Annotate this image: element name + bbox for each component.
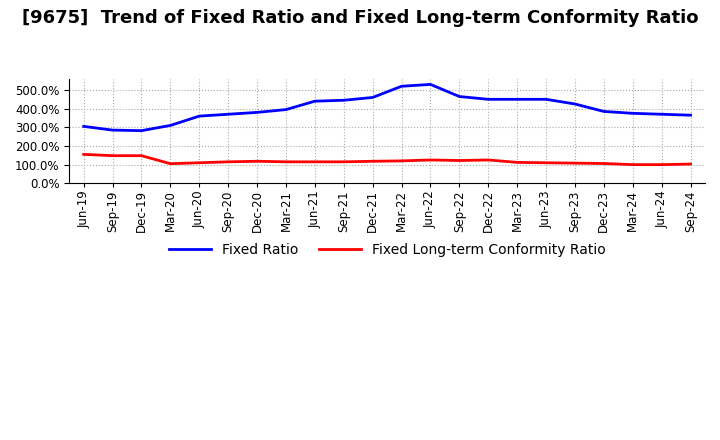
Fixed Ratio: [657, 112, 666, 117]
Fixed Ratio: [310, 99, 319, 104]
Text: [9675]  Trend of Fixed Ratio and Fixed Long-term Conformity Ratio: [9675] Trend of Fixed Ratio and Fixed Lo…: [22, 9, 698, 27]
Fixed Ratio: [282, 107, 290, 112]
Fixed Ratio: [686, 113, 695, 118]
Fixed Ratio: [426, 82, 435, 87]
Fixed Ratio: [224, 112, 233, 117]
Fixed Ratio: [600, 109, 608, 114]
Fixed Ratio: [137, 128, 145, 133]
Fixed Long-term Conformity Ratio: [600, 161, 608, 166]
Fixed Long-term Conformity Ratio: [397, 158, 406, 164]
Fixed Ratio: [571, 101, 580, 106]
Fixed Ratio: [339, 98, 348, 103]
Fixed Ratio: [369, 95, 377, 100]
Fixed Long-term Conformity Ratio: [137, 153, 145, 158]
Fixed Long-term Conformity Ratio: [455, 158, 464, 163]
Fixed Long-term Conformity Ratio: [657, 162, 666, 167]
Fixed Long-term Conformity Ratio: [484, 158, 492, 163]
Fixed Long-term Conformity Ratio: [369, 159, 377, 164]
Fixed Long-term Conformity Ratio: [629, 162, 637, 167]
Fixed Long-term Conformity Ratio: [310, 159, 319, 165]
Legend: Fixed Ratio, Fixed Long-term Conformity Ratio: Fixed Ratio, Fixed Long-term Conformity …: [163, 237, 611, 262]
Fixed Long-term Conformity Ratio: [224, 159, 233, 165]
Fixed Ratio: [513, 97, 521, 102]
Fixed Long-term Conformity Ratio: [339, 159, 348, 165]
Fixed Long-term Conformity Ratio: [541, 160, 550, 165]
Fixed Ratio: [166, 123, 175, 128]
Fixed Long-term Conformity Ratio: [426, 158, 435, 163]
Fixed Ratio: [397, 84, 406, 89]
Fixed Long-term Conformity Ratio: [513, 160, 521, 165]
Fixed Ratio: [629, 111, 637, 116]
Fixed Ratio: [108, 128, 117, 133]
Fixed Long-term Conformity Ratio: [79, 152, 88, 157]
Fixed Ratio: [541, 97, 550, 102]
Fixed Long-term Conformity Ratio: [195, 160, 204, 165]
Fixed Ratio: [253, 110, 261, 115]
Fixed Long-term Conformity Ratio: [686, 161, 695, 167]
Fixed Ratio: [79, 124, 88, 129]
Fixed Ratio: [455, 94, 464, 99]
Line: Fixed Long-term Conformity Ratio: Fixed Long-term Conformity Ratio: [84, 154, 690, 165]
Fixed Long-term Conformity Ratio: [571, 161, 580, 166]
Fixed Ratio: [484, 97, 492, 102]
Fixed Long-term Conformity Ratio: [282, 159, 290, 165]
Fixed Long-term Conformity Ratio: [166, 161, 175, 166]
Line: Fixed Ratio: Fixed Ratio: [84, 84, 690, 131]
Fixed Long-term Conformity Ratio: [108, 153, 117, 158]
Fixed Ratio: [195, 114, 204, 119]
Fixed Long-term Conformity Ratio: [253, 159, 261, 164]
